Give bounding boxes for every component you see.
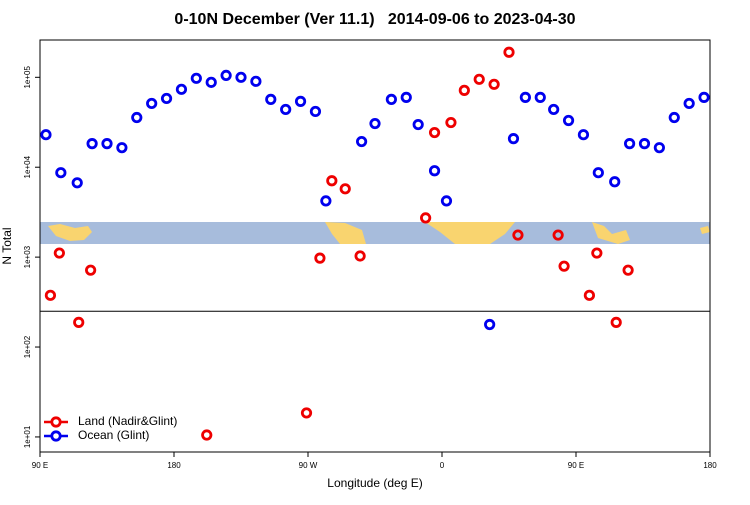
point <box>698 91 710 103</box>
point <box>683 97 695 110</box>
legend-label: Ocean (Glint) <box>78 428 149 442</box>
point <box>592 167 604 179</box>
point <box>160 92 173 105</box>
point <box>610 316 622 328</box>
point <box>623 138 636 150</box>
point <box>44 289 57 301</box>
point <box>552 229 564 241</box>
y-tick-label: 1e+03 <box>23 245 32 268</box>
point <box>558 260 570 272</box>
point <box>116 142 128 154</box>
point <box>548 103 560 116</box>
point <box>488 78 500 90</box>
point <box>562 114 575 127</box>
point <box>339 183 351 195</box>
point <box>445 116 457 129</box>
point <box>420 212 432 224</box>
point <box>220 69 232 82</box>
point <box>55 167 67 179</box>
chart-title: 0-10N December (Ver 11.1) 2014-09-06 to … <box>174 11 575 28</box>
point <box>609 176 621 188</box>
legend-marker <box>50 430 62 442</box>
point <box>503 46 515 58</box>
x-tick-label: 180 <box>167 461 181 470</box>
point <box>73 316 85 328</box>
point <box>583 289 596 301</box>
point <box>146 97 158 110</box>
point <box>40 129 52 141</box>
legend-label: Land (Nadir&Glint) <box>78 414 177 428</box>
point <box>369 117 381 130</box>
x-tick-label: 180 <box>703 461 717 470</box>
point <box>412 118 424 131</box>
point <box>577 129 590 141</box>
point <box>326 175 338 187</box>
point <box>354 250 366 262</box>
x-tick-label: 0 <box>440 461 445 470</box>
y-tick-label: 1e+02 <box>23 335 32 358</box>
point <box>473 73 485 85</box>
point <box>519 91 531 103</box>
point <box>280 103 292 116</box>
point <box>484 318 496 331</box>
point <box>512 229 524 241</box>
point <box>265 93 277 105</box>
y-tick-label: 1e+04 <box>23 155 32 178</box>
point <box>71 177 83 189</box>
point <box>309 105 322 118</box>
point <box>507 133 520 145</box>
x-tick-label: 90 W <box>299 461 318 470</box>
point <box>320 195 332 207</box>
point <box>428 165 441 177</box>
x-axis-label: Longitude (deg E) <box>327 476 422 490</box>
point <box>300 407 313 419</box>
point <box>428 126 441 139</box>
point <box>175 83 188 95</box>
point <box>591 247 603 259</box>
y-tick-label: 1e+05 <box>23 66 32 89</box>
point <box>101 138 113 150</box>
point <box>131 111 143 124</box>
point <box>653 142 665 154</box>
y-axis-label: N Total <box>0 227 14 264</box>
point <box>458 84 470 96</box>
y-tick-label: 1e+01 <box>23 425 32 448</box>
point <box>53 247 65 259</box>
x-tick-label: 90 E <box>32 461 48 470</box>
point <box>400 91 412 103</box>
x-tick-label: 90 E <box>568 461 584 470</box>
point <box>622 264 634 276</box>
point <box>190 72 202 84</box>
point <box>294 95 307 107</box>
point <box>668 111 680 124</box>
point <box>385 93 397 105</box>
plot-frame <box>39 39 711 453</box>
point <box>440 195 453 207</box>
point <box>86 138 98 150</box>
point <box>201 429 213 441</box>
point <box>85 264 97 276</box>
point <box>250 75 262 87</box>
map-strip <box>40 222 710 244</box>
point <box>355 135 368 148</box>
point <box>534 91 546 103</box>
legend-marker <box>50 416 62 428</box>
point <box>638 138 651 150</box>
point <box>314 252 326 264</box>
point <box>205 76 217 88</box>
point <box>235 71 247 83</box>
